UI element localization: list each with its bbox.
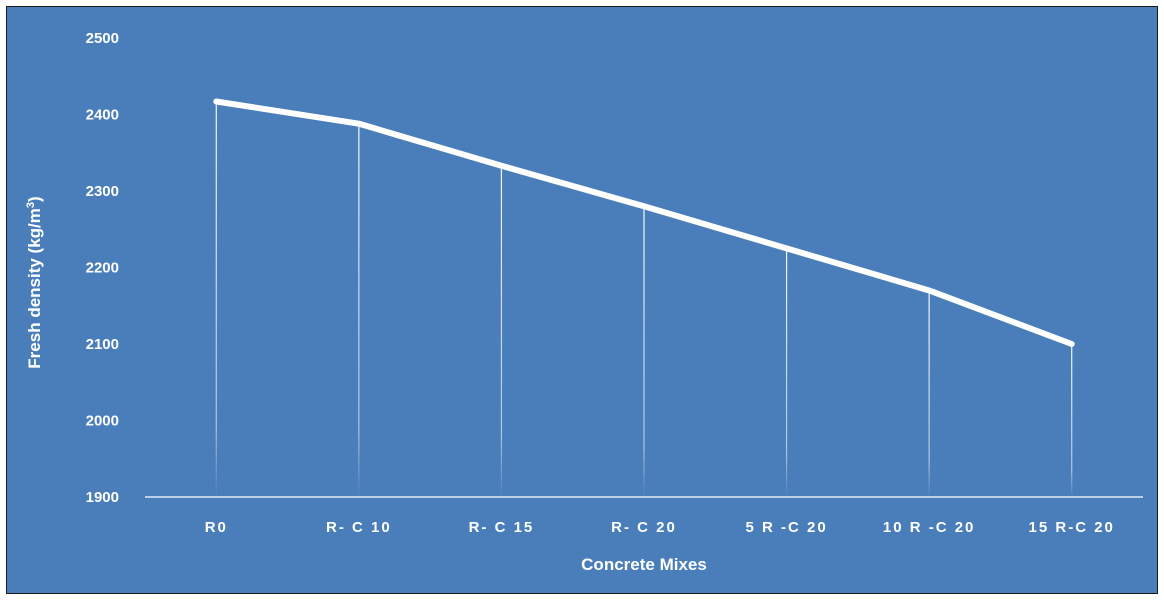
drop-line [785,248,788,497]
x-axis-title: Concrete Mixes [581,555,707,574]
x-tick-label: 5 R -C 20 [745,519,827,536]
y-axis-title-main: Fresh density (kg/m [25,208,44,369]
y-tick-label: 2500 [86,30,119,47]
x-axis-ticks: R0 R- C 10 R- C 15 R- C 20 5 R -C 20 10 R -C … [205,519,1115,536]
drop-lines [215,101,1073,498]
drop-line [1071,344,1073,497]
y-tick-label: 2000 [86,413,119,430]
y-tick-label: 2400 [86,107,119,124]
chart-frame [6,6,1158,594]
y-axis-title: Fresh density (kg/m3) [25,196,44,368]
x-tick-label: R- C 20 [611,519,677,536]
x-tick-label: R- C 15 [469,519,535,536]
y-axis-title-close: ) [25,196,44,202]
x-tick-label: R- C 10 [326,519,392,536]
series-line [213,98,1075,347]
x-tick-label: R0 [205,519,228,536]
drop-line [358,123,360,498]
x-tick-label: 15 R-C 20 [1029,519,1115,536]
drop-line [928,290,930,497]
drop-line [643,206,645,498]
y-tick-label: 2200 [86,260,119,277]
y-tick-label: 2100 [86,336,119,353]
y-axis-title-superscript: 3 [25,202,37,208]
drop-line [500,165,503,497]
y-tick-label: 2300 [86,183,119,200]
y-axis-ticks: 1900 2000 2100 2200 2300 2400 2500 [86,30,119,506]
x-tick-label: 10 R -C 20 [883,519,976,536]
drop-line [215,101,217,498]
y-tick-label: 1900 [86,489,119,506]
